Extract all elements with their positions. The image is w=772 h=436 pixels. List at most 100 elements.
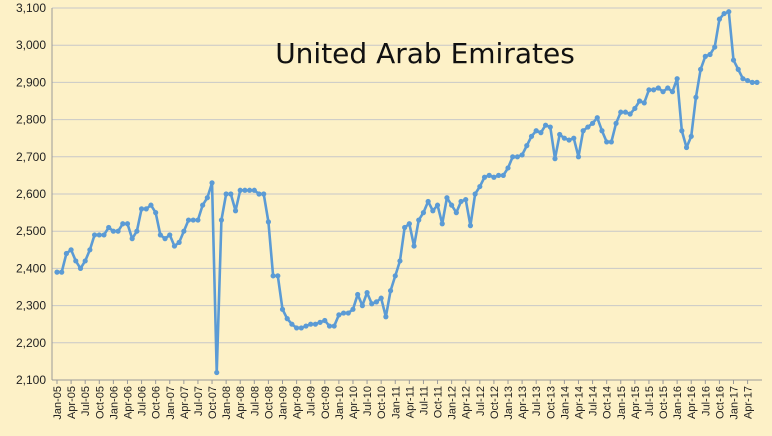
data-point (359, 303, 365, 309)
data-point (265, 219, 272, 225)
data-point (247, 187, 253, 193)
data-point (232, 208, 239, 214)
y-tick-label: 2,600 (16, 187, 46, 201)
data-point (228, 191, 234, 197)
data-point (378, 295, 384, 301)
data-point (655, 85, 661, 91)
data-point (120, 221, 126, 227)
x-tick-label: Jan-07 (165, 386, 177, 420)
x-tick-label: Apr-15 (630, 386, 642, 419)
data-point (632, 105, 638, 112)
x-tick-label: Oct-12 (489, 386, 501, 419)
data-point (364, 289, 370, 296)
data-point (604, 139, 610, 145)
data-point (702, 53, 708, 59)
data-point (387, 288, 394, 294)
data-point (190, 217, 196, 223)
gridlines (52, 7, 762, 381)
y-tick-label: 2,100 (16, 373, 46, 387)
data-point (434, 202, 441, 208)
data-point (96, 232, 102, 238)
data-point (317, 319, 323, 325)
x-tick-label: Oct-05 (94, 386, 106, 419)
data-point (707, 51, 713, 58)
axes (51, 8, 762, 381)
data-point (528, 133, 535, 139)
data-point (91, 232, 98, 238)
data-point (510, 154, 516, 160)
x-tick-label: Jan-10 (334, 386, 346, 420)
data-point (167, 232, 173, 238)
data-point (336, 312, 342, 318)
data-point (425, 198, 431, 205)
data-point (430, 208, 436, 214)
data-point (491, 174, 497, 180)
data-point (397, 258, 403, 264)
data-point (134, 228, 140, 234)
data-point (204, 195, 210, 201)
data-point (524, 143, 530, 149)
data-point (340, 310, 347, 316)
data-point (500, 172, 506, 178)
data-point (171, 243, 178, 249)
y-tick-label: 2,900 (16, 75, 46, 89)
chart-title: United Arab Emirates (275, 37, 575, 70)
data-point (646, 87, 652, 93)
data-point (622, 109, 629, 115)
x-tick-label: Jul-09 (306, 386, 318, 416)
y-tick-label: 2,800 (16, 113, 46, 127)
data-point (688, 133, 694, 139)
data-point (138, 206, 145, 212)
data-point (721, 10, 727, 17)
x-tick-label: Jul-15 (644, 386, 656, 416)
data-point (402, 224, 408, 231)
data-point (214, 369, 220, 376)
x-tick-label: Jul-05 (80, 386, 92, 416)
data-point (683, 144, 690, 151)
x-tick-label: Apr-05 (66, 386, 78, 419)
x-tick-label: Jul-06 (137, 386, 149, 416)
data-point (59, 269, 65, 275)
data-point (585, 124, 591, 130)
data-point (373, 299, 380, 305)
data-points-layer (54, 9, 760, 376)
x-tick-label: Apr-09 (292, 386, 304, 419)
y-tick-label: 3,000 (16, 38, 46, 52)
data-point (608, 139, 614, 145)
data-point (641, 100, 647, 106)
x-tick-label: Apr-07 (179, 386, 191, 419)
x-tick-label: Apr-10 (348, 386, 360, 419)
data-point (693, 94, 699, 100)
x-tick-label: Jan-09 (278, 386, 290, 420)
x-tick-label: Oct-08 (263, 386, 275, 419)
data-point (669, 89, 676, 95)
data-point (651, 87, 657, 93)
data-point (87, 247, 93, 253)
data-point (472, 191, 478, 197)
x-tick-label: Jul-07 (193, 386, 205, 416)
x-tick-label: Jan-17 (729, 386, 741, 420)
data-point (749, 79, 755, 85)
data-point (162, 236, 168, 242)
data-point (350, 306, 356, 312)
data-point (533, 128, 539, 134)
data-point (665, 85, 671, 91)
x-tick-label: Jul-13 (531, 386, 543, 416)
data-point (312, 321, 318, 327)
data-point (129, 236, 135, 242)
data-point (195, 217, 201, 223)
data-point (458, 198, 464, 205)
x-tick-label: Apr-11 (404, 386, 416, 418)
data-point (289, 321, 295, 327)
data-point (143, 206, 149, 212)
x-tick-label: Jan-11 (390, 386, 402, 419)
data-point (730, 57, 737, 63)
y-tick-label: 2,200 (16, 336, 46, 350)
data-point (251, 187, 257, 193)
data-point (599, 128, 605, 134)
x-tick-label: Oct-07 (207, 386, 219, 419)
data-point (416, 217, 422, 223)
y-tick-label: 2,300 (16, 299, 46, 313)
data-point (73, 258, 79, 264)
data-point (279, 306, 286, 312)
